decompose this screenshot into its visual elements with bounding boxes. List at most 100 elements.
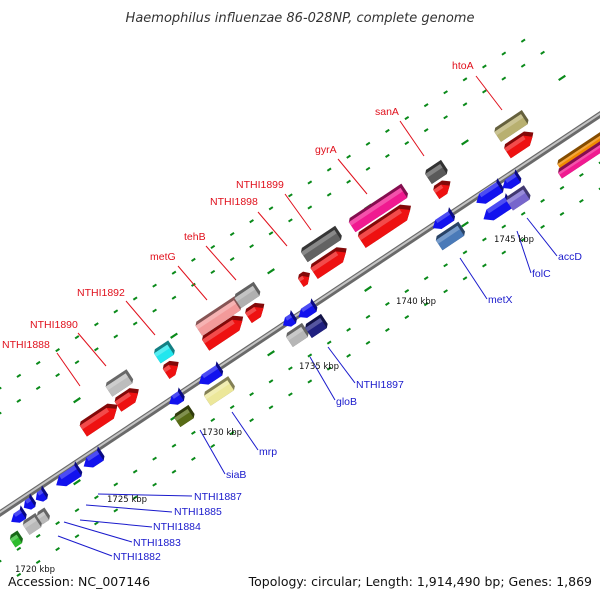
gene-label-siab[interactable]: siaB xyxy=(226,469,246,481)
gene-label-nthi1885[interactable]: NTHI1885 xyxy=(174,506,222,518)
gene-nthi1897b[interactable] xyxy=(294,298,319,321)
scale-tick xyxy=(288,366,293,371)
gene-label-nthi1899[interactable]: NTHI1899 xyxy=(236,179,284,191)
scale-tick xyxy=(346,154,351,159)
gene-metx-b[interactable] xyxy=(428,207,457,232)
gene-pink-strip-b[interactable] xyxy=(556,135,600,179)
label-leader-lines xyxy=(56,75,558,557)
label-leader-line xyxy=(475,75,503,111)
gene-siab[interactable] xyxy=(173,404,197,428)
gene-label-mrp[interactable]: mrp xyxy=(259,446,277,458)
gene-label-nthi1898[interactable]: NTHI1898 xyxy=(210,196,258,208)
gene-metg-b[interactable] xyxy=(194,296,243,336)
gene-nthi1887[interactable] xyxy=(51,461,84,490)
scale-tick xyxy=(94,521,99,526)
kbp-label-1720: 1720 kbp xyxy=(15,565,55,575)
gene-nthi1891[interactable] xyxy=(161,357,183,379)
label-leader-line xyxy=(327,346,356,384)
scale-tick xyxy=(210,417,216,422)
gene-label-sana[interactable]: sanA xyxy=(375,106,399,118)
gene-label-tehb[interactable]: tehB xyxy=(184,231,206,243)
gene-nthi1884[interactable] xyxy=(35,507,51,525)
gene-nthi1899-b[interactable] xyxy=(299,225,343,263)
scale-tick xyxy=(16,572,22,577)
scale-tick xyxy=(326,192,332,197)
gene-htoa-b[interactable] xyxy=(493,109,530,142)
scale-tick xyxy=(501,51,507,56)
gene-label-htoa[interactable]: htoA xyxy=(452,60,474,72)
gene-label-nthi1887[interactable]: NTHI1887 xyxy=(194,491,242,503)
scale-tick xyxy=(404,314,410,320)
scale-tick xyxy=(210,443,216,448)
scale-tick xyxy=(73,397,81,404)
gene-sana[interactable] xyxy=(432,177,456,200)
kbp-label-1735: 1735 kbp xyxy=(299,362,339,372)
gene-tehb-b[interactable] xyxy=(233,281,262,309)
scale-tick xyxy=(35,360,41,366)
gene-gyra-b[interactable] xyxy=(347,183,409,233)
scale-tick xyxy=(423,276,429,281)
scale-tick xyxy=(74,534,80,539)
scale-tick xyxy=(94,322,99,327)
scale-tick xyxy=(74,508,80,513)
gene-glob[interactable] xyxy=(285,322,311,347)
gene-metx[interactable] xyxy=(434,221,466,251)
gene-nthi1885b[interactable] xyxy=(19,493,38,512)
scale-tick xyxy=(423,128,429,133)
gene-sana-b[interactable] xyxy=(424,159,450,184)
scale-tick xyxy=(35,559,41,565)
gene-label-metx[interactable]: metX xyxy=(488,294,513,306)
gene-label-nthi1890[interactable]: NTHI1890 xyxy=(30,319,78,331)
scale-tick xyxy=(365,141,371,146)
scale-tick xyxy=(365,340,371,345)
gene-nthi1898[interactable] xyxy=(296,269,314,287)
gene-accd[interactable] xyxy=(505,185,532,211)
forward-gene-labels: NTHI1888 NTHI1890 NTHI1892 metG tehB NTH… xyxy=(2,60,474,351)
gene-nthi1885[interactable] xyxy=(6,505,28,526)
gene-siab-b[interactable] xyxy=(164,387,186,408)
scale-tick xyxy=(113,508,119,513)
gene-mrp-b[interactable] xyxy=(194,361,225,388)
gene-tehb[interactable] xyxy=(244,299,270,323)
scale-tick xyxy=(307,180,313,185)
scale-tick xyxy=(385,128,390,133)
gene-nthi1899[interactable] xyxy=(309,243,352,279)
gene-label-nthi1897[interactable]: NTHI1897 xyxy=(356,379,404,391)
gene-label-accd[interactable]: accD xyxy=(558,251,582,263)
gene-label-nthi1882[interactable]: NTHI1882 xyxy=(113,551,161,563)
gene-nthi1883[interactable] xyxy=(21,512,43,535)
gene-nthi1897[interactable] xyxy=(304,313,330,338)
gene-htoa[interactable] xyxy=(503,128,539,159)
scale-tick xyxy=(346,353,351,358)
gene-nthi1890[interactable] xyxy=(104,369,135,397)
gene-glob-b[interactable] xyxy=(278,309,298,330)
scale-ticks xyxy=(0,38,600,577)
gene-label-gyra[interactable]: gyrA xyxy=(315,144,337,156)
scale-tick xyxy=(268,405,274,410)
gene-nthi1885c[interactable] xyxy=(31,485,50,504)
gene-accd-b[interactable] xyxy=(498,169,523,192)
scale-tick xyxy=(540,224,545,229)
gene-label-metg[interactable]: metG xyxy=(150,251,176,263)
gene-label-nthi1884[interactable]: NTHI1884 xyxy=(153,521,201,533)
scale-tick xyxy=(288,392,293,397)
gene-nthi1887b[interactable] xyxy=(79,446,106,471)
gene-folc-b[interactable] xyxy=(471,178,505,208)
gene-label-nthi1883[interactable]: NTHI1883 xyxy=(133,537,181,549)
gene-label-nthi1892[interactable]: NTHI1892 xyxy=(77,287,125,299)
gene-mrp[interactable] xyxy=(202,376,236,406)
scale-tick xyxy=(365,314,371,319)
gene-pink-strip-a[interactable] xyxy=(556,126,600,170)
gene-nthi1888[interactable] xyxy=(78,399,123,437)
gene-metg[interactable] xyxy=(200,311,248,351)
gene-gyra[interactable] xyxy=(356,200,416,248)
gene-label-nthi1888[interactable]: NTHI1888 xyxy=(2,339,50,351)
gene-nthi1892[interactable] xyxy=(152,340,176,364)
gene-label-glob[interactable]: gloB xyxy=(336,396,357,408)
gene-nthi1882[interactable] xyxy=(8,530,24,548)
scale-tick xyxy=(113,482,119,487)
scale-tick xyxy=(229,431,235,436)
gene-label-folc[interactable]: folC xyxy=(532,268,551,280)
map-title: Haemophilus influenzae 86-028NP, complet… xyxy=(126,11,475,26)
gene-nthi1888b[interactable] xyxy=(113,384,144,412)
